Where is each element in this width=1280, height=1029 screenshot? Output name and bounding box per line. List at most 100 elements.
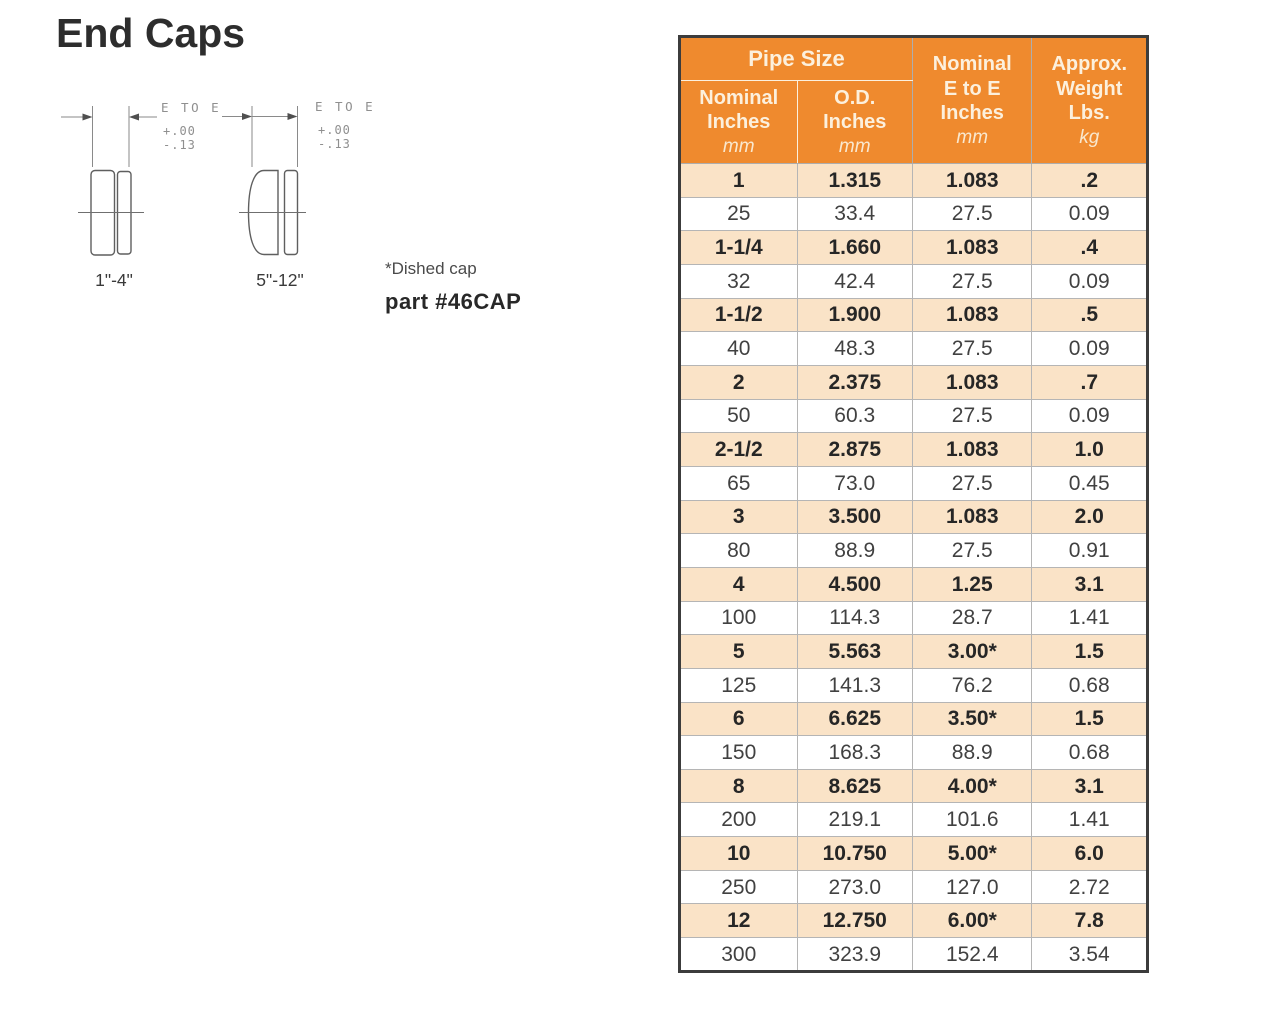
- table-row: 4 4.500 1.25 3.1: [679, 566, 1148, 602]
- table-cell: 50: [679, 398, 798, 434]
- table-cell: 88.9: [911, 735, 1033, 770]
- table-cell: 42.4: [796, 263, 913, 299]
- flat-cap-drawing: E TO E +.00 -.13 1"-4": [61, 100, 221, 290]
- table-row: 125 141.3 76.2 0.68: [679, 667, 1148, 703]
- table-cell: 250: [679, 869, 798, 905]
- table-row: 2-1/2 2.875 1.083 1.0: [679, 432, 1148, 467]
- table-row: 150 168.3 88.9 0.68: [679, 735, 1148, 770]
- table-cell: 100: [679, 600, 798, 636]
- table-cell: 1.083: [911, 499, 1033, 535]
- table-cell: 168.3: [796, 735, 913, 770]
- table-cell: 4: [679, 566, 798, 602]
- dimension-arrow-icon: [242, 113, 252, 120]
- table-cell: 1.083: [911, 364, 1033, 400]
- table-cell: 33.4: [796, 196, 913, 232]
- table-cell: 4.00*: [911, 768, 1033, 804]
- tolerance-plus: +.00: [318, 123, 351, 137]
- dimension-arrow-icon: [287, 113, 298, 120]
- table-cell: 3.54: [1031, 937, 1148, 972]
- table-cell: 0.45: [1031, 465, 1148, 501]
- table-row: 8 8.625 4.00* 3.1: [679, 768, 1148, 804]
- table-cell: 5.563: [796, 634, 913, 669]
- table-cell: 3: [679, 499, 798, 535]
- table-cell: 12.750: [796, 903, 913, 939]
- table-cell: 1-1/2: [679, 297, 798, 333]
- table-row: 32 42.4 27.5 0.09: [679, 263, 1148, 299]
- table-cell: 27.5: [911, 196, 1033, 232]
- table-cell: 150: [679, 735, 798, 770]
- table-cell: 200: [679, 802, 798, 838]
- table-cell: 1.083: [911, 432, 1033, 467]
- table-cell: 80: [679, 533, 798, 568]
- table-cell: 1.5: [1031, 634, 1148, 669]
- table-cell: 12: [679, 903, 798, 939]
- part-number: part #46CAP: [385, 289, 522, 314]
- table-cell: 219.1: [796, 802, 913, 838]
- dimension-label: E TO E: [161, 100, 221, 115]
- table-cell: 323.9: [796, 937, 913, 972]
- table-row: 50 60.3 27.5 0.09: [679, 398, 1148, 434]
- table-cell: 27.5: [911, 263, 1033, 299]
- table-cell: 27.5: [911, 465, 1033, 501]
- header-pipe-size: Pipe Size: [679, 36, 913, 81]
- table-cell: 3.500: [796, 499, 913, 535]
- table-cell: 60.3: [796, 398, 913, 434]
- table-cell: 0.09: [1031, 331, 1148, 366]
- table-cell: 8.625: [796, 768, 913, 804]
- tolerance-plus: +.00: [163, 124, 196, 138]
- table-row: 65 73.0 27.5 0.45: [679, 465, 1148, 501]
- table-cell: 10.750: [796, 836, 913, 871]
- table-row: 12 12.750 6.00* 7.8: [679, 903, 1148, 939]
- table-cell: 0.09: [1031, 196, 1148, 232]
- table-cell: 1.083: [911, 297, 1033, 333]
- table-cell: 1-1/4: [679, 230, 798, 265]
- table-cell: 273.0: [796, 869, 913, 905]
- dimension-arrow-icon: [129, 113, 139, 121]
- table-cell: 300: [679, 937, 798, 972]
- table-cell: 1.5: [1031, 701, 1148, 737]
- table-cell: 2-1/2: [679, 432, 798, 467]
- table-row: 10 10.750 5.00* 6.0: [679, 836, 1148, 871]
- table-cell: 0.91: [1031, 533, 1148, 568]
- table-cell: 0.09: [1031, 263, 1148, 299]
- table-cell: 27.5: [911, 331, 1033, 366]
- table-cell: 1.660: [796, 230, 913, 265]
- table-cell: 4.500: [796, 566, 913, 602]
- table-cell: 6.0: [1031, 836, 1148, 871]
- table-cell: 0.09: [1031, 398, 1148, 434]
- table-row: 1 1.315 1.083.2: [679, 163, 1148, 198]
- table-row: 1-1/4 1.660 1.083.4: [679, 230, 1148, 265]
- table-cell: 6.625: [796, 701, 913, 737]
- table-cell: 5.00*: [911, 836, 1033, 871]
- dished-cap-drawing: E TO E +.00 -.13 5"-12": [222, 99, 373, 290]
- table-cell: 6: [679, 701, 798, 737]
- table-cell: 88.9: [796, 533, 913, 568]
- table-cell: 1.41: [1031, 802, 1148, 838]
- table-cell: 28.7: [911, 600, 1033, 636]
- table-cell: 1.25: [911, 566, 1033, 602]
- table-cell: 6.00*: [911, 903, 1033, 939]
- table-cell: 25: [679, 196, 798, 232]
- table-row: 5 5.563 3.00* 1.5: [679, 634, 1148, 669]
- tolerance-minus: -.13: [318, 137, 351, 151]
- table-row: 3 3.500 1.083 2.0: [679, 499, 1148, 535]
- table-cell: 152.4: [911, 937, 1033, 972]
- table-cell: 3.1: [1031, 566, 1148, 602]
- table-row: 300 323.9 152.4 3.54: [679, 937, 1148, 972]
- table-cell: 0.68: [1031, 735, 1148, 770]
- dished-cap-range-label: 5"-12": [256, 270, 303, 290]
- table-cell: 27.5: [911, 398, 1033, 434]
- table-cell: 8: [679, 768, 798, 804]
- table-cell: 73.0: [796, 465, 913, 501]
- table-cell: 48.3: [796, 331, 913, 366]
- table-row: 250 273.0 127.0 2.72: [679, 869, 1148, 905]
- page-title: End Caps: [56, 10, 246, 56]
- table-cell: 0.68: [1031, 667, 1148, 703]
- table-cell: 1.41: [1031, 600, 1148, 636]
- table-cell: .7: [1031, 364, 1148, 400]
- table-cell: 65: [679, 465, 798, 501]
- table-row: 80 88.9 27.5 0.91: [679, 533, 1148, 568]
- end-cap-drawings: E TO E +.00 -.13 1"-4" E TO E +.00 -.13 …: [61, 99, 373, 290]
- table-cell: 1.083: [911, 163, 1033, 198]
